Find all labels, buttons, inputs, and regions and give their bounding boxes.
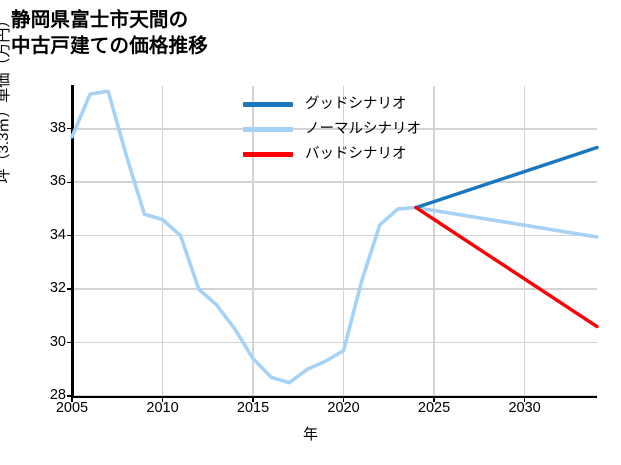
y-axis-tick-label: 28 — [49, 387, 66, 403]
x-axis-tick-label: 2025 — [417, 400, 451, 416]
x-axis-spine — [71, 395, 597, 399]
x-axis-title: 年 — [302, 426, 318, 443]
y-axis-tickmark — [67, 234, 71, 237]
y-axis-tickmark — [67, 341, 71, 344]
legend-color-swatch — [243, 127, 293, 132]
x-axis-tick-label: 2010 — [146, 400, 179, 416]
x-axis-tick-label: 2015 — [236, 400, 270, 416]
legend-color-swatch — [243, 102, 293, 107]
y-axis-tick-label: 38 — [49, 119, 66, 136]
y-axis-tickmark — [67, 288, 71, 290]
y-axis-title: 坪（3.3㎡）単価（万円） — [0, 0, 13, 184]
x-axis-tickmark — [342, 398, 345, 402]
gridline-horizontal — [72, 288, 597, 290]
x-axis-tickmark — [252, 398, 254, 402]
x-axis-tickmark — [433, 398, 435, 402]
gridline-vertical — [161, 86, 164, 397]
y-axis-tickmark — [67, 395, 71, 397]
y-axis-tickmark — [67, 181, 71, 183]
page-title: 静岡県富士市天間の 中古戸建ての価格推移 — [11, 9, 209, 58]
gridline-vertical — [433, 86, 435, 397]
legend-color-swatch — [243, 152, 293, 157]
gridline-horizontal — [72, 341, 597, 344]
legend-item-label: グッドシナリオ — [305, 96, 407, 112]
y-axis-title-text: 坪（3.3㎡）単価（万円） — [0, 12, 12, 184]
y-axis-tick-label: 34 — [49, 226, 66, 243]
gridline-horizontal — [72, 234, 597, 237]
gridline-vertical — [523, 86, 526, 397]
gridline-vertical — [252, 86, 254, 397]
x-axis-tick-label: 2005 — [55, 400, 89, 416]
y-axis-tick-label: 36 — [49, 173, 66, 190]
x-axis-tick-label: 2020 — [327, 400, 360, 416]
y-axis-spine — [71, 85, 74, 398]
gridline-horizontal — [72, 181, 597, 183]
x-axis-tickmark — [71, 398, 73, 402]
x-axis-tickmark — [523, 398, 526, 402]
legend-item-label: バッドシナリオ — [305, 146, 407, 162]
x-axis-tick-label: 2030 — [508, 400, 541, 416]
x-axis-tickmark — [161, 398, 164, 402]
y-axis-tickmark — [67, 128, 71, 130]
y-axis-tick-label: 30 — [49, 333, 66, 350]
legend-item-label: ノーマルシナリオ — [305, 121, 421, 137]
y-axis-tick-label: 32 — [49, 280, 66, 297]
